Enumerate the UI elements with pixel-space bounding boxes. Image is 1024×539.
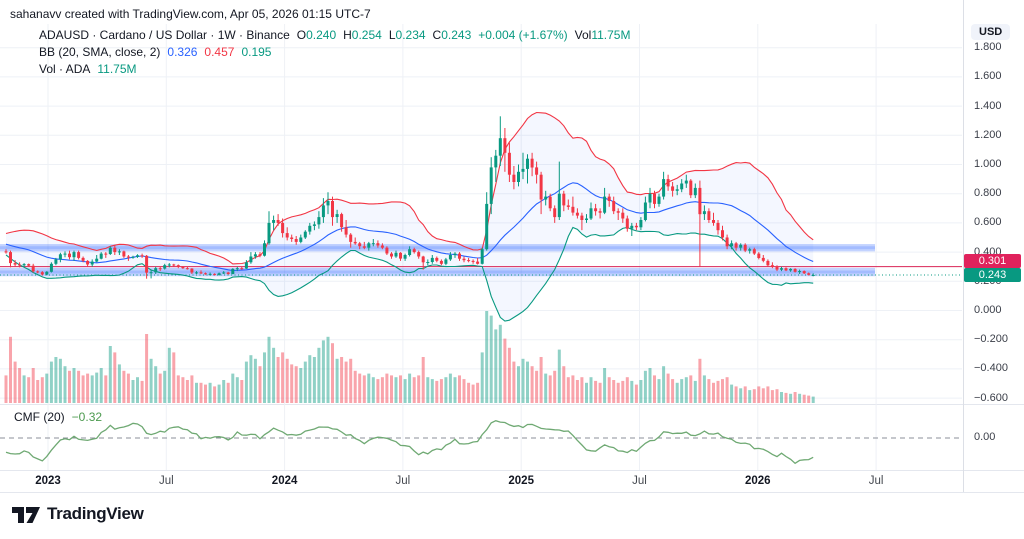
price-tick: 1.600 [974, 70, 1002, 83]
price-tick: 0.000 [974, 304, 1002, 316]
time-tick-2025[interactable]: 2025 [508, 475, 534, 487]
price-chart-canvas[interactable] [0, 0, 962, 492]
high-label: H [343, 27, 352, 42]
price-tick: −0.200 [974, 333, 1008, 346]
tradingview-logo-icon [12, 507, 40, 523]
vol-ada-label: Vol · ADA [39, 61, 91, 76]
price-axis-border [963, 0, 964, 492]
cmf-legend-row[interactable]: CMF (20) −0.32 [14, 410, 102, 424]
bb-label: BB (20, SMA, close, 2) [39, 44, 161, 59]
open-value: 0.240 [306, 27, 337, 42]
time-tick-2023[interactable]: 2023 [35, 475, 61, 487]
open-label: O [296, 27, 307, 42]
price-tick: 1.000 [974, 158, 1002, 170]
time-tick-jul[interactable]: Jul [868, 475, 884, 487]
price-tick: 0.800 [974, 187, 1002, 200]
price-tick: −0.600 [974, 391, 1008, 404]
symbol-legend-row[interactable]: ADAUSD · Cardano / US Dollar · 1W · Bina… [39, 26, 630, 43]
price-tick: 1.800 [974, 41, 1002, 54]
price-label-badge: 0.301 [964, 254, 1021, 268]
time-tick-jul[interactable]: Jul [158, 475, 174, 487]
cmf-zero-tick: 0.00 [974, 431, 996, 443]
time-tick-2026[interactable]: 2026 [745, 475, 771, 487]
tradingview-logo[interactable]: TradingView [11, 503, 144, 525]
volume-label: Vol [574, 27, 592, 42]
symbol-title: ADAUSD · Cardano / US Dollar · 1W · Bina… [39, 27, 290, 42]
pane-separator-cmf-timeaxis [0, 470, 1024, 471]
low-value: 0.234 [395, 27, 426, 42]
close-label: C [432, 27, 442, 42]
time-tick-jul[interactable]: Jul [632, 475, 647, 487]
bb-legend-row[interactable]: BB (20, SMA, close, 2) 0.326 0.457 0.195 [39, 43, 630, 60]
high-value: 0.254 [351, 27, 382, 42]
price-tick: 1.200 [974, 128, 1002, 141]
legend: ADAUSD · Cardano / US Dollar · 1W · Bina… [39, 26, 630, 77]
price-tick: 0.600 [974, 216, 1002, 229]
tradingview-logo-text: TradingView [47, 504, 144, 523]
attribution-text: sahanavv created with TradingView.com, A… [10, 7, 371, 21]
cmf-value: −0.32 [71, 410, 103, 424]
price-label-badge: 0.243 [964, 268, 1021, 282]
currency-button[interactable]: USD [971, 24, 1011, 40]
bb-upper-value: 0.457 [204, 44, 235, 59]
chart-bottom-border [0, 492, 1024, 493]
change-value: +0.004 (+1.67%) [478, 27, 568, 42]
vol-ada-value: 11.75M [97, 61, 137, 76]
bb-basis-value: 0.326 [167, 44, 198, 59]
price-tick: −0.400 [974, 362, 1008, 375]
cmf-label: CMF (20) [14, 410, 65, 424]
pane-separator-volume-cmf[interactable] [0, 404, 1024, 405]
bb-lower-value: 0.195 [241, 44, 272, 59]
price-tick: 1.400 [974, 99, 1002, 112]
close-value: 0.243 [441, 27, 472, 42]
low-label: L [388, 27, 396, 42]
volume-value: 11.75M [591, 27, 631, 42]
time-tick-jul[interactable]: Jul [395, 475, 411, 487]
volume-legend-row[interactable]: Vol · ADA 11.75M [39, 60, 630, 77]
time-tick-2024[interactable]: 2024 [271, 475, 298, 487]
